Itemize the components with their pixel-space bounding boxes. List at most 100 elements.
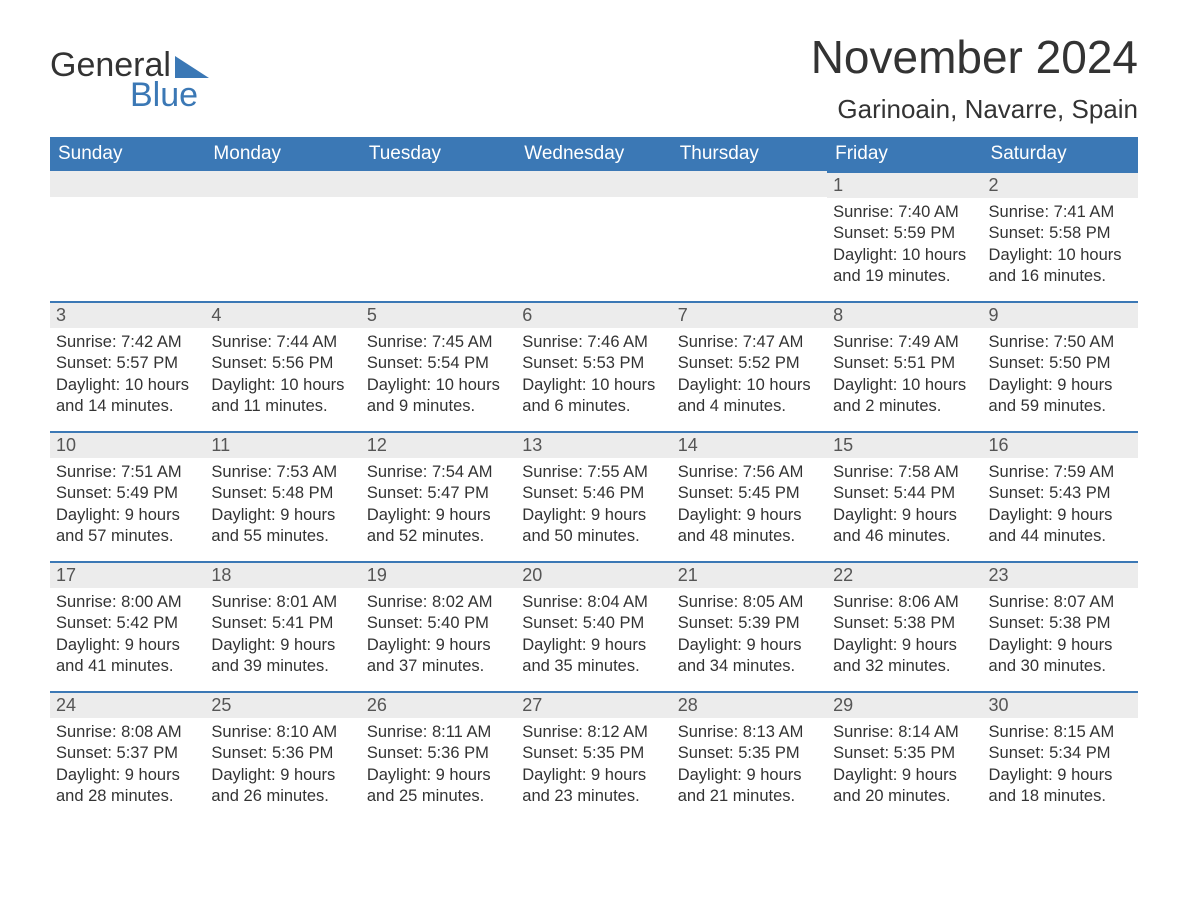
sunset-text: Sunset: 5:57 PM	[56, 353, 199, 374]
header: General Blue November 2024 Garinoain, Na…	[50, 30, 1138, 125]
sunrise-text: Sunrise: 8:08 AM	[56, 722, 199, 743]
calendar-cell	[205, 171, 360, 301]
day-number: 16	[983, 431, 1138, 458]
sunset-text: Sunset: 5:53 PM	[522, 353, 665, 374]
logo-word2: Blue	[50, 78, 198, 112]
calendar-cell	[672, 171, 827, 301]
sunrise-text: Sunrise: 7:46 AM	[522, 332, 665, 353]
calendar-cell: 1Sunrise: 7:40 AMSunset: 5:59 PMDaylight…	[827, 171, 982, 301]
calendar-week-row: 24Sunrise: 8:08 AMSunset: 5:37 PMDayligh…	[50, 691, 1138, 821]
sunset-text: Sunset: 5:41 PM	[211, 613, 354, 634]
day-details: Sunrise: 7:50 AMSunset: 5:50 PMDaylight:…	[983, 328, 1138, 426]
daylight1-text: Daylight: 9 hours	[989, 375, 1132, 396]
day-details: Sunrise: 8:13 AMSunset: 5:35 PMDaylight:…	[672, 718, 827, 816]
sunrise-text: Sunrise: 7:47 AM	[678, 332, 821, 353]
day-details: Sunrise: 7:49 AMSunset: 5:51 PMDaylight:…	[827, 328, 982, 426]
daylight2-text: and 41 minutes.	[56, 656, 199, 677]
daylight1-text: Daylight: 9 hours	[522, 635, 665, 656]
sunset-text: Sunset: 5:59 PM	[833, 223, 976, 244]
sunset-text: Sunset: 5:43 PM	[989, 483, 1132, 504]
daylight1-text: Daylight: 10 hours	[833, 375, 976, 396]
daylight1-text: Daylight: 9 hours	[56, 505, 199, 526]
daylight2-text: and 2 minutes.	[833, 396, 976, 417]
sunset-text: Sunset: 5:42 PM	[56, 613, 199, 634]
daylight2-text: and 59 minutes.	[989, 396, 1132, 417]
sunset-text: Sunset: 5:38 PM	[833, 613, 976, 634]
day-details: Sunrise: 8:12 AMSunset: 5:35 PMDaylight:…	[516, 718, 671, 816]
empty-day-bar	[50, 171, 205, 197]
calendar-cell	[361, 171, 516, 301]
day-number: 29	[827, 691, 982, 718]
sunrise-text: Sunrise: 7:45 AM	[367, 332, 510, 353]
daylight1-text: Daylight: 9 hours	[678, 765, 821, 786]
calendar-cell: 5Sunrise: 7:45 AMSunset: 5:54 PMDaylight…	[361, 301, 516, 431]
day-number: 19	[361, 561, 516, 588]
location: Garinoain, Navarre, Spain	[811, 94, 1138, 125]
calendar-cell: 29Sunrise: 8:14 AMSunset: 5:35 PMDayligh…	[827, 691, 982, 821]
daylight2-text: and 50 minutes.	[522, 526, 665, 547]
day-header-row: Sunday Monday Tuesday Wednesday Thursday…	[50, 137, 1138, 171]
sunset-text: Sunset: 5:47 PM	[367, 483, 510, 504]
daylight1-text: Daylight: 10 hours	[833, 245, 976, 266]
calendar-cell: 22Sunrise: 8:06 AMSunset: 5:38 PMDayligh…	[827, 561, 982, 691]
day-details: Sunrise: 7:55 AMSunset: 5:46 PMDaylight:…	[516, 458, 671, 556]
day-details: Sunrise: 8:00 AMSunset: 5:42 PMDaylight:…	[50, 588, 205, 686]
calendar-week-row: 17Sunrise: 8:00 AMSunset: 5:42 PMDayligh…	[50, 561, 1138, 691]
logo: General Blue	[50, 30, 209, 112]
daylight2-text: and 23 minutes.	[522, 786, 665, 807]
sunrise-text: Sunrise: 7:59 AM	[989, 462, 1132, 483]
day-number: 21	[672, 561, 827, 588]
empty-day-bar	[516, 171, 671, 197]
daylight2-text: and 9 minutes.	[367, 396, 510, 417]
empty-day-bar	[672, 171, 827, 197]
day-number: 28	[672, 691, 827, 718]
daylight2-text: and 52 minutes.	[367, 526, 510, 547]
day-number: 12	[361, 431, 516, 458]
sunset-text: Sunset: 5:52 PM	[678, 353, 821, 374]
daylight1-text: Daylight: 9 hours	[678, 635, 821, 656]
day-number: 22	[827, 561, 982, 588]
day-number: 26	[361, 691, 516, 718]
sunrise-text: Sunrise: 7:56 AM	[678, 462, 821, 483]
daylight1-text: Daylight: 9 hours	[989, 505, 1132, 526]
day-header: Friday	[827, 137, 982, 171]
daylight1-text: Daylight: 9 hours	[522, 765, 665, 786]
sunrise-text: Sunrise: 7:54 AM	[367, 462, 510, 483]
calendar-cell: 28Sunrise: 8:13 AMSunset: 5:35 PMDayligh…	[672, 691, 827, 821]
daylight2-text: and 37 minutes.	[367, 656, 510, 677]
daylight1-text: Daylight: 9 hours	[211, 635, 354, 656]
sunrise-text: Sunrise: 8:15 AM	[989, 722, 1132, 743]
sunrise-text: Sunrise: 7:55 AM	[522, 462, 665, 483]
daylight1-text: Daylight: 9 hours	[211, 505, 354, 526]
calendar-cell: 30Sunrise: 8:15 AMSunset: 5:34 PMDayligh…	[983, 691, 1138, 821]
day-details: Sunrise: 7:40 AMSunset: 5:59 PMDaylight:…	[827, 198, 982, 296]
sunset-text: Sunset: 5:36 PM	[211, 743, 354, 764]
sunrise-text: Sunrise: 8:01 AM	[211, 592, 354, 613]
sunset-text: Sunset: 5:35 PM	[522, 743, 665, 764]
daylight2-text: and 21 minutes.	[678, 786, 821, 807]
calendar-cell: 14Sunrise: 7:56 AMSunset: 5:45 PMDayligh…	[672, 431, 827, 561]
daylight2-text: and 30 minutes.	[989, 656, 1132, 677]
day-header: Tuesday	[361, 137, 516, 171]
sunset-text: Sunset: 5:35 PM	[678, 743, 821, 764]
calendar-week-row: 1Sunrise: 7:40 AMSunset: 5:59 PMDaylight…	[50, 171, 1138, 301]
day-number: 3	[50, 301, 205, 328]
day-details: Sunrise: 7:51 AMSunset: 5:49 PMDaylight:…	[50, 458, 205, 556]
day-number: 23	[983, 561, 1138, 588]
sunrise-text: Sunrise: 8:04 AM	[522, 592, 665, 613]
daylight1-text: Daylight: 10 hours	[56, 375, 199, 396]
calendar-cell: 21Sunrise: 8:05 AMSunset: 5:39 PMDayligh…	[672, 561, 827, 691]
sunset-text: Sunset: 5:39 PM	[678, 613, 821, 634]
daylight2-text: and 35 minutes.	[522, 656, 665, 677]
day-header: Monday	[205, 137, 360, 171]
daylight1-text: Daylight: 10 hours	[522, 375, 665, 396]
daylight1-text: Daylight: 9 hours	[211, 765, 354, 786]
daylight1-text: Daylight: 10 hours	[989, 245, 1132, 266]
calendar-cell: 19Sunrise: 8:02 AMSunset: 5:40 PMDayligh…	[361, 561, 516, 691]
day-details: Sunrise: 8:14 AMSunset: 5:35 PMDaylight:…	[827, 718, 982, 816]
daylight1-text: Daylight: 9 hours	[522, 505, 665, 526]
daylight2-text: and 20 minutes.	[833, 786, 976, 807]
day-number: 14	[672, 431, 827, 458]
sunset-text: Sunset: 5:51 PM	[833, 353, 976, 374]
daylight2-text: and 14 minutes.	[56, 396, 199, 417]
